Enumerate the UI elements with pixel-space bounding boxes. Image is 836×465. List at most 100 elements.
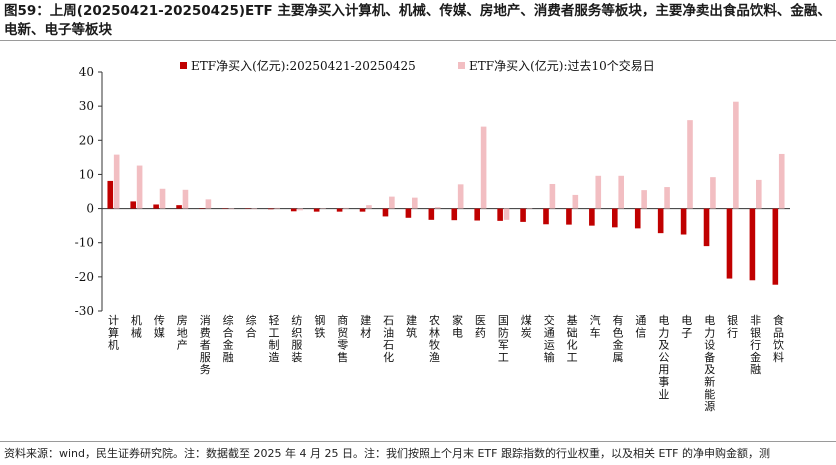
bar-week-29	[772, 208, 779, 285]
figure-title: 图59：上周(20250421-20250425)ETF 主要净买入计算机、机械…	[4, 3, 831, 38]
bar-ten-day-29	[778, 153, 785, 209]
x-tick-label: 基础化工	[567, 314, 578, 364]
bar-week-14	[428, 208, 435, 220]
bar-ten-day-17	[503, 208, 510, 220]
x-tick-label: 交通运输	[544, 313, 555, 364]
bar-ten-day-24	[664, 187, 670, 209]
bar-ten-day-21	[595, 175, 602, 209]
bar-ten-day-13	[412, 197, 418, 209]
bar-ten-day-25	[687, 120, 693, 209]
bar-ten-day-28	[756, 179, 762, 209]
bar-ten-day-0	[113, 154, 120, 209]
x-tick-label: 通信	[635, 314, 646, 339]
bar-ten-day-3	[182, 189, 189, 209]
x-tick-label: 银行	[727, 313, 738, 339]
legend-label-week: ETF净买入(亿元):20250421-20250425	[191, 58, 416, 73]
bar-ten-day-11	[366, 205, 372, 209]
bar-ten-day-27	[733, 101, 739, 209]
bar-week-15	[451, 208, 458, 221]
y-tick-label: 0	[86, 202, 94, 216]
bar-ten-day-22	[618, 175, 624, 209]
bar-week-12	[382, 208, 389, 217]
bar-week-23	[634, 208, 641, 229]
bar-week-27	[726, 208, 733, 279]
bar-week-2	[153, 204, 159, 209]
x-tick-label: 消费者服务	[200, 313, 211, 376]
bar-week-22	[612, 208, 618, 228]
bar-ten-day-15	[457, 184, 464, 209]
x-tick-label: 煤炭	[521, 314, 532, 339]
x-tick-label: 医药	[475, 314, 486, 339]
bar-week-16	[474, 208, 480, 221]
x-tick-label: 房地产	[177, 314, 188, 352]
x-tick-label: 石油石化	[383, 314, 394, 364]
bar-week-7	[268, 208, 274, 210]
bar-week-19	[543, 208, 549, 225]
bar-ten-day-26	[710, 177, 716, 209]
x-tick-label: 轻工制造	[269, 313, 280, 364]
bar-week-11	[359, 208, 366, 212]
x-tick-label: 计算机	[108, 314, 119, 352]
x-tick-label: 纺织服装	[291, 313, 302, 364]
bar-ten-day-14	[434, 207, 441, 209]
x-tick-label: 国防军工	[498, 314, 509, 364]
bar-ten-day-8	[297, 208, 303, 211]
x-tick-label: 建筑	[406, 313, 417, 339]
bar-ten-day-7	[274, 207, 280, 209]
bar-ten-day-19	[549, 183, 556, 209]
y-tick-label: 30	[79, 99, 94, 113]
x-tick-label: 电力设备及新能源	[704, 314, 715, 413]
x-tick-label: 汽车	[590, 313, 601, 339]
source-note: 资料来源：wind，民生证券研究院。注：数据截至 2025 年 4 月 25 日…	[4, 447, 770, 460]
bar-week-17	[497, 208, 503, 221]
bar-ten-day-20	[572, 194, 579, 209]
chart-legend: ETF净买入(亿元):20250421-20250425 ETF净买入(亿元):…	[180, 58, 655, 73]
bar-week-26	[703, 208, 710, 247]
y-tick-label: -30	[75, 304, 94, 318]
bar-ten-day-10	[343, 207, 349, 209]
source-rule	[0, 441, 836, 442]
bar-ten-day-5	[228, 208, 235, 210]
legend-label-ten-day: ETF净买入(亿元):过去10个交易日	[469, 58, 655, 73]
y-axis: -30 -20 -10 0 10 20 30 40	[75, 65, 790, 318]
title-rule	[0, 40, 836, 41]
bar-week-24	[657, 208, 664, 234]
bar-ten-day-16	[480, 126, 487, 209]
x-tick-label: 钢铁	[314, 314, 325, 339]
x-tick-label: 电力及公用事业	[658, 314, 669, 401]
y-tick-label: 20	[79, 133, 94, 147]
bar-ten-day-23	[641, 190, 647, 209]
bars-layer	[107, 101, 785, 285]
bar-week-13	[405, 208, 412, 218]
bar-ten-day-2	[159, 188, 166, 209]
x-tick-label: 家电	[452, 313, 463, 339]
y-tick-label: -20	[75, 270, 94, 284]
y-tick-label: 10	[79, 167, 94, 181]
x-tick-label: 食品饮料	[773, 313, 784, 364]
bar-week-0	[107, 180, 114, 209]
bar-week-8	[290, 208, 297, 212]
bar-week-1	[130, 201, 136, 209]
x-tick-label: 传媒	[154, 314, 165, 339]
bar-ten-day-4	[205, 199, 212, 209]
bar-week-21	[589, 208, 595, 226]
bar-ten-day-12	[389, 196, 395, 209]
legend-swatch-week	[180, 62, 187, 69]
y-tick-label: -10	[75, 236, 94, 250]
x-tick-label: 综合	[246, 313, 257, 339]
y-tick-label: 40	[79, 65, 94, 79]
x-tick-label: 有色金属	[613, 313, 624, 364]
bar-week-18	[520, 208, 526, 222]
bar-week-3	[176, 205, 182, 209]
x-tick-label: 商贸零售	[337, 313, 348, 364]
bar-week-10	[336, 208, 343, 212]
x-tick-label: 非银行金融	[750, 314, 761, 376]
bar-ten-day-1	[136, 165, 143, 209]
bar-chart: ETF净买入(亿元):20250421-20250425 ETF净买入(亿元):…	[75, 58, 790, 413]
x-tick-label: 综合金融	[223, 313, 234, 364]
bar-ten-day-6	[251, 208, 258, 210]
bar-week-9	[313, 208, 320, 212]
legend-swatch-ten-day	[458, 62, 465, 69]
bar-week-25	[680, 208, 687, 235]
